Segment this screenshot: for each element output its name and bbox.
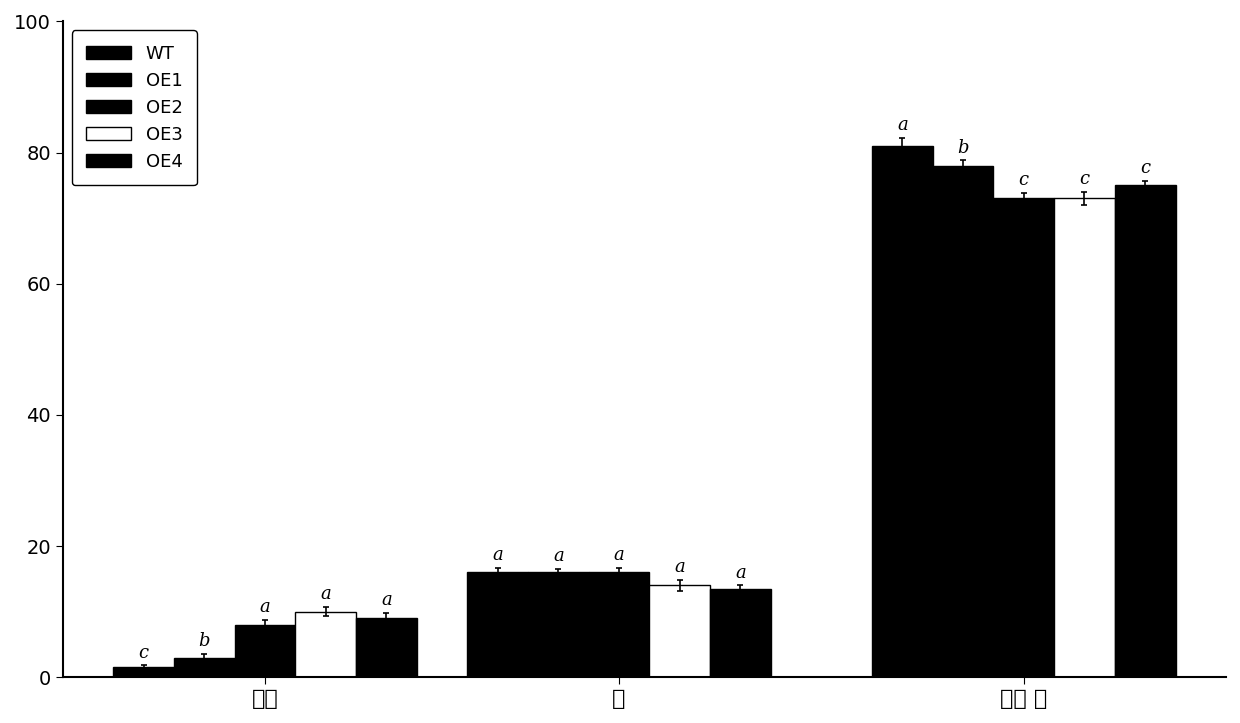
Text: b: b [957,139,968,156]
Text: a: a [492,546,503,564]
Bar [528,573,589,677]
Bar [1115,185,1176,677]
Bar [650,586,711,677]
Bar [234,625,295,677]
Text: a: a [675,558,686,576]
Text: a: a [735,563,745,581]
Bar [174,658,234,677]
Bar [113,667,174,677]
Text: c: c [1140,160,1151,178]
Text: a: a [553,547,564,565]
Text: b: b [198,633,210,651]
Text: a: a [897,116,908,134]
Bar [932,166,993,677]
Text: a: a [614,547,625,565]
Text: a: a [259,598,270,616]
Bar [356,618,417,677]
Text: c: c [1079,170,1090,188]
Text: a: a [320,585,331,603]
Bar [993,199,1054,677]
Bar [1054,199,1115,677]
Bar [711,589,771,677]
Bar [872,146,932,677]
Text: c: c [139,643,149,662]
Bar [589,573,650,677]
Legend: WT, OE1, OE2, OE3, OE4: WT, OE1, OE2, OE3, OE4 [72,30,197,185]
Text: c: c [1019,171,1029,189]
Text: a: a [381,591,392,609]
Bar [295,612,356,677]
Bar [467,573,528,677]
